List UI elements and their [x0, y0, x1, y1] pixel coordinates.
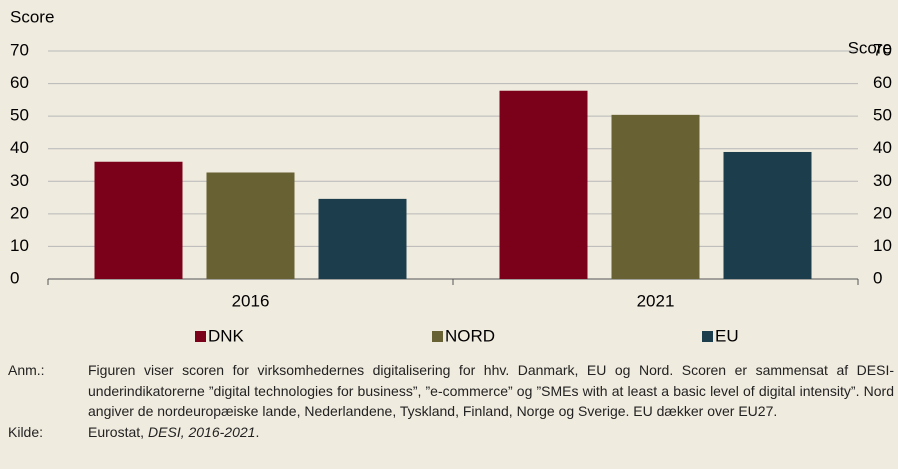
y-tick-label: 10 — [10, 236, 29, 255]
source-end: . — [255, 423, 260, 440]
bar — [499, 90, 588, 279]
bar — [94, 161, 183, 279]
legend-swatch — [195, 331, 206, 342]
y-tick-label: 20 — [10, 203, 29, 222]
x-tick-label: 2021 — [637, 291, 675, 310]
legend-label: EU — [715, 326, 739, 345]
source: Eurostat, — [88, 423, 145, 440]
bar — [611, 114, 700, 279]
anm-text: Figuren viser scoren for virksomhedernes… — [88, 362, 894, 419]
kilde-text: Eurostat, DESI, 2016-2021. — [88, 422, 259, 443]
legend-swatch — [432, 331, 443, 342]
y-axis-label: Score — [10, 7, 54, 26]
chart: Score Score 0 10 20 30 40 50 60 70 0 10 20 30 40 50 60… — [10, 7, 892, 345]
anm: Anm.: Figuren viser scoren for virksomhe… — [8, 360, 894, 422]
anm-label: Anm.: — [8, 362, 45, 378]
y2-tick-label: 40 — [873, 138, 892, 157]
x-tick-label: 2016 — [232, 291, 270, 310]
y2-tick-label: 70 — [873, 40, 892, 59]
y2-tick-label: 50 — [873, 106, 892, 125]
y-tick-label: 50 — [10, 106, 29, 125]
kilde: Kilde: Eurostat, DESI, 2016-2021. — [8, 422, 894, 443]
legend-swatch — [702, 331, 713, 342]
y-tick-label: 40 — [10, 138, 29, 157]
y2-tick-label: 60 — [873, 73, 892, 92]
notes: Anm.: Figuren viser scoren for virksomhe… — [8, 360, 894, 442]
y-tick-label: 60 — [10, 73, 29, 92]
source-title: DESI, 2016-2021 — [148, 423, 256, 440]
y2-tick-label: 30 — [873, 171, 892, 190]
y2-tick-label: 20 — [873, 203, 892, 222]
y-tick-label: 70 — [10, 40, 29, 59]
y-tick-label: 30 — [10, 171, 29, 190]
legend-label: DNK — [208, 326, 245, 345]
legend-label: NORD — [445, 326, 495, 345]
y2-axis-label: Score — [848, 38, 892, 57]
bar — [318, 198, 407, 279]
bar — [723, 151, 812, 279]
y-tick-label: 0 — [10, 268, 19, 287]
y2-tick-label: 0 — [873, 268, 882, 287]
y2-tick-label: 10 — [873, 236, 892, 255]
kilde-label: Kilde: — [8, 423, 44, 440]
bar — [206, 172, 295, 279]
